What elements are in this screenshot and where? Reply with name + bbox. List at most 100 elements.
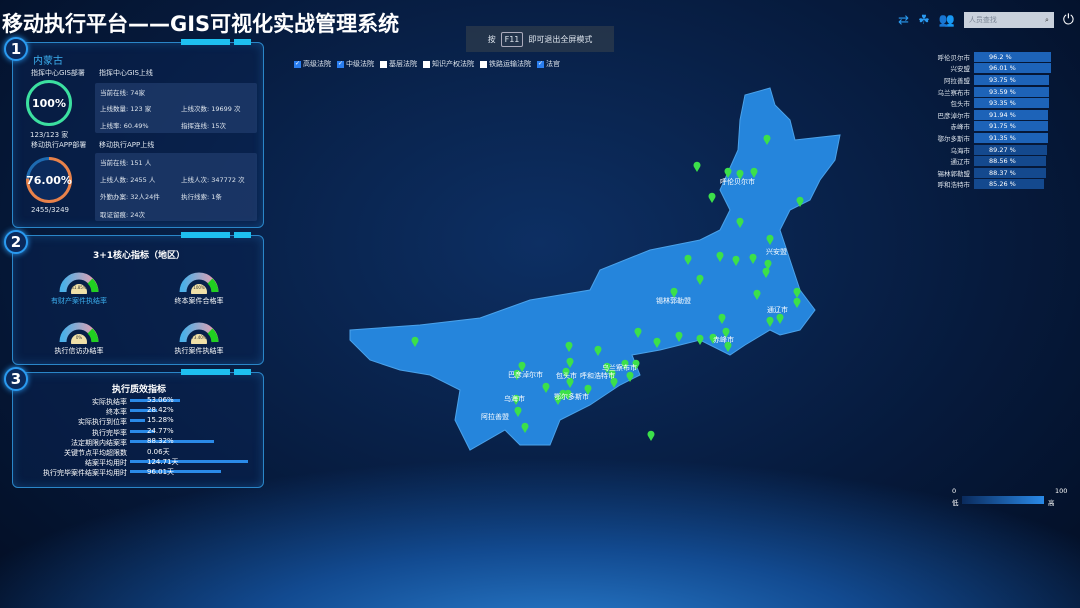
court-pin[interactable] (411, 336, 419, 347)
court-pin[interactable] (750, 167, 758, 178)
court-pin[interactable] (709, 333, 717, 344)
ranking-row[interactable]: 乌海市 89.27 % (930, 144, 1051, 156)
court-pin[interactable] (793, 287, 801, 298)
court-pin[interactable] (764, 259, 772, 270)
court-pin[interactable] (716, 251, 724, 262)
map-city-label[interactable]: 巴彦淖尔市 (508, 370, 543, 379)
court-pin[interactable] (513, 369, 521, 380)
checkbox-icon[interactable] (480, 60, 487, 68)
court-pin[interactable] (696, 334, 704, 345)
court-pin[interactable] (736, 169, 744, 180)
ranking-row[interactable]: 包头市 93.35 % (930, 97, 1051, 109)
ranking-row[interactable]: 呼伦贝尔市 96.2 % (930, 51, 1051, 63)
court-pin[interactable] (634, 327, 642, 338)
court-pin[interactable] (554, 394, 562, 405)
checkbox-icon[interactable]: ✓ (337, 60, 344, 68)
checkbox-icon[interactable]: ✓ (294, 60, 301, 68)
court-pin[interactable] (718, 313, 726, 324)
court-pin[interactable] (518, 361, 526, 372)
court-pin[interactable] (766, 316, 774, 327)
map-city-label[interactable]: 通辽市 (767, 305, 788, 314)
court-pin[interactable] (724, 341, 732, 352)
court-pin[interactable] (684, 254, 692, 265)
search-icon[interactable]: ⌕ (1045, 15, 1049, 24)
map-city-label[interactable]: 锡林郭勒盟 (656, 296, 691, 305)
filter-checkbox[interactable]: 知识产权法院 (423, 59, 474, 69)
ranking-row[interactable]: 乌兰察布市 93.59 % (930, 86, 1051, 98)
gauge-label[interactable]: 执行信访办结率 (54, 347, 104, 355)
ranking-row[interactable]: 呼和浩特市 85.26 % (930, 179, 1051, 191)
filter-checkbox[interactable]: ✓ 高级法院 (294, 59, 331, 69)
court-pin[interactable] (584, 384, 592, 395)
court-pin[interactable] (647, 430, 655, 441)
court-pin[interactable] (670, 287, 678, 298)
power-icon[interactable]: ⏻ (1062, 12, 1074, 28)
court-pin[interactable] (736, 217, 744, 228)
court-pin[interactable] (610, 377, 618, 388)
court-pin[interactable] (766, 234, 774, 245)
court-pin[interactable] (653, 337, 661, 348)
legend-gradient[interactable] (962, 496, 1044, 504)
users-icon[interactable]: 👥 (938, 12, 955, 28)
gauge-label[interactable]: 有财产案件执结率 (51, 297, 107, 305)
court-pin[interactable] (566, 357, 574, 368)
court-pin[interactable] (796, 196, 804, 207)
ranking-row[interactable]: 阿拉善盟 93.75 % (930, 74, 1051, 86)
court-pin[interactable] (749, 253, 757, 264)
map-city-label[interactable]: 赤峰市 (713, 335, 734, 344)
map-city-label[interactable]: 乌兰察布市 (602, 363, 637, 372)
court-pin[interactable] (762, 267, 770, 278)
court-pin[interactable] (722, 327, 730, 338)
court-pin[interactable] (565, 341, 573, 352)
hierarchy-icon[interactable]: ☘ (918, 12, 930, 28)
map-city-label[interactable]: 呼和浩特市 (580, 371, 615, 380)
court-pin[interactable] (594, 345, 602, 356)
court-pin[interactable] (696, 274, 704, 285)
court-pin[interactable] (608, 369, 616, 380)
ranking-row[interactable]: 通辽市 88.56 % (930, 155, 1051, 167)
court-pin[interactable] (626, 371, 634, 382)
filter-checkbox[interactable]: 基层法院 (380, 59, 417, 69)
court-pin[interactable] (708, 192, 716, 203)
court-pin[interactable] (776, 313, 784, 324)
map-city-label[interactable]: 兴安盟 (766, 247, 787, 256)
filter-checkbox[interactable]: 铁路运输法院 (480, 59, 531, 69)
person-search-input[interactable]: 人员查找 ⌕ (963, 12, 1054, 28)
ranking-row[interactable]: 鄂尔多斯市 91.35 % (930, 132, 1051, 144)
court-pin[interactable] (521, 422, 529, 433)
court-pin[interactable] (559, 389, 567, 400)
checkbox-icon[interactable] (380, 60, 387, 68)
ranking-row[interactable]: 锡林郭勒盟 88.37 % (930, 167, 1051, 179)
court-pin[interactable] (566, 377, 574, 388)
court-pin[interactable] (675, 331, 683, 342)
ranking-row[interactable]: 兴安盟 96.01 % (930, 63, 1051, 75)
gauge-label[interactable]: 终本案件合格率 (174, 297, 224, 305)
court-pin[interactable] (724, 167, 732, 178)
court-pin[interactable] (763, 134, 771, 145)
court-pin[interactable] (562, 367, 570, 378)
court-pin[interactable] (632, 359, 640, 370)
filter-checkbox[interactable]: ✓ 法官 (537, 59, 560, 69)
ranking-row[interactable]: 巴彦淖尔市 91.94 % (930, 109, 1051, 121)
checkbox-icon[interactable] (423, 60, 430, 68)
court-pin[interactable] (603, 362, 611, 373)
court-pin[interactable] (621, 359, 629, 370)
map-city-label[interactable]: 鄂尔多斯市 (554, 392, 589, 401)
gauge-label[interactable]: 执行案件执结率 (174, 347, 224, 355)
court-pin[interactable] (753, 289, 761, 300)
court-pin[interactable] (793, 297, 801, 308)
ranking-row[interactable]: 赤峰市 91.75 % (930, 121, 1051, 133)
map-city-label[interactable]: 乌海市 (504, 394, 525, 403)
court-pin[interactable] (514, 406, 522, 417)
map-city-label[interactable]: 包头市 (556, 371, 577, 380)
court-pin[interactable] (693, 161, 701, 172)
checkbox-icon[interactable]: ✓ (537, 60, 544, 68)
map-city-label[interactable]: 阿拉善盟 (481, 412, 509, 421)
court-pin[interactable] (542, 382, 550, 393)
filter-checkbox[interactable]: ✓ 中级法院 (337, 59, 374, 69)
court-pin[interactable] (512, 394, 520, 405)
map-city-label[interactable]: 呼伦贝尔市 (720, 177, 755, 186)
court-pin[interactable] (732, 255, 740, 266)
switch-icon[interactable]: ⇄ (898, 12, 910, 28)
